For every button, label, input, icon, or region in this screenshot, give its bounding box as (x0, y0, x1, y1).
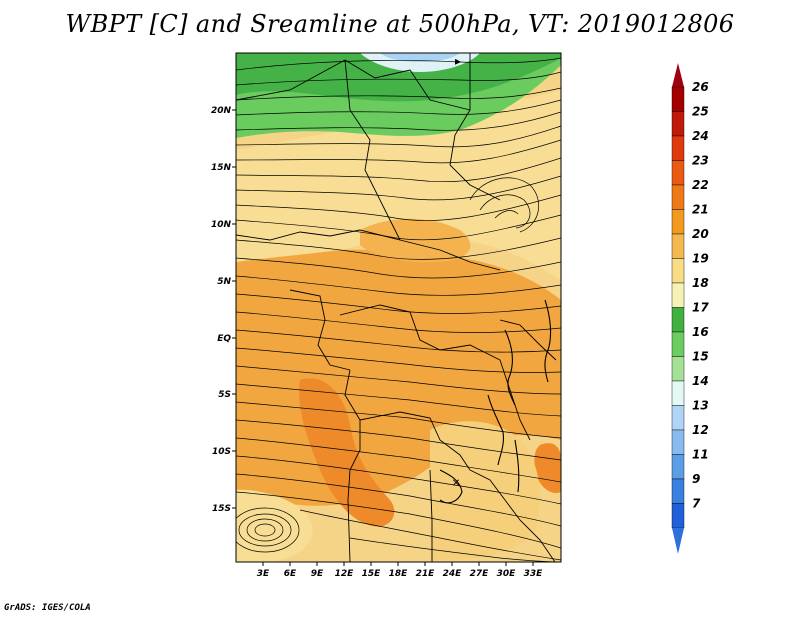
footer-credit: GrADS: IGES/COLA (4, 603, 91, 613)
colorbar-swatch (671, 184, 685, 210)
lat-tick-label: 20N (211, 106, 232, 116)
colorbar-swatch (671, 405, 685, 431)
vortex-marker: × (451, 476, 460, 489)
colorbar-label: 14 (692, 374, 709, 388)
lon-tick-label: 21E (416, 569, 436, 579)
lon-tick-label: 30E (497, 569, 517, 579)
colorbar-label: 19 (692, 252, 709, 266)
colorbar-swatch (671, 429, 685, 455)
lon-tick-label: 15E (362, 569, 382, 579)
map-plot-area: × (236, 53, 561, 562)
colorbar-label: 24 (692, 129, 709, 143)
colorbar-top-arrow (672, 63, 684, 87)
colorbar-label: 12 (692, 423, 709, 437)
colorbar-label: 9 (692, 472, 700, 486)
wbpt-fill-southeast-light (430, 421, 540, 561)
colorbar-label: 16 (692, 325, 709, 339)
southwest-vortex (236, 507, 300, 553)
colorbar-swatch (671, 380, 685, 406)
wbpt-fill-central-yellow (236, 90, 561, 280)
lon-tick-label: 27E (470, 569, 490, 579)
colorbar-swatch (671, 135, 685, 161)
colorbar-label: 26 (692, 80, 709, 94)
colorbar-label: 17 (692, 301, 709, 315)
colorbar-label: 25 (692, 105, 709, 119)
colorbar-label: 7 (692, 497, 701, 511)
wbpt-fill-north-cool-core (380, 53, 460, 62)
colorbar-swatch (671, 233, 685, 259)
colorbar-swatch (671, 160, 685, 186)
wbpt-fill-north-green-dark (236, 53, 561, 102)
colorbar-label: 23 (692, 154, 709, 168)
colorbar-label: 15 (692, 350, 709, 364)
lat-tick-label: EQ (217, 334, 231, 344)
lon-tick-label: 24E (443, 569, 463, 579)
lat-tick-label: 10N (211, 220, 232, 230)
wbpt-fill-south-hotspot (299, 378, 395, 527)
colorbar-swatch (671, 454, 685, 480)
colorbar-label: 22 (692, 178, 709, 192)
streamlines (236, 57, 561, 562)
colorbar: 26 25 24 23 22 21 20 19 18 17 16 15 14 13 12 11 9 7 (671, 63, 709, 554)
colorbar-swatch (671, 111, 685, 137)
colorbar-swatch (671, 503, 685, 529)
lon-tick-label: 12E (335, 569, 355, 579)
colorbar-label: 21 (692, 203, 709, 217)
lat-tick-label: 15S (212, 504, 231, 514)
lat-tick-label: 5N (217, 277, 231, 287)
lon-tick-label: 18E (389, 569, 409, 579)
lat-tick-label: 5S (218, 390, 231, 400)
country-borders (236, 53, 557, 562)
colorbar-swatch (671, 209, 685, 235)
map-title: WBPT [C] and Sreamline at 500hPa, VT: 20… (65, 10, 735, 38)
lat-tick-label: 10S (212, 447, 231, 457)
colorbar-swatch (671, 478, 685, 504)
wbpt-fill-southwest-vortex (236, 489, 313, 562)
lon-tick-label: 9E (311, 569, 324, 579)
lon-tick-label: 6E (284, 569, 297, 579)
colorbar-label: 20 (692, 227, 709, 241)
axis-ticks (232, 109, 534, 566)
lat-tick-label: 15N (211, 163, 232, 173)
colorbar-bottom-arrow (672, 528, 684, 554)
colorbar-swatch (671, 331, 685, 357)
colorbar-label: 11 (692, 448, 709, 462)
colorbar-swatch (671, 307, 685, 333)
colorbar-swatch (671, 356, 685, 382)
lon-axis: 3E 6E 9E 12E 15E 18E 21E 24E 27E 30E 33E (257, 569, 543, 579)
colorbar-label: 18 (692, 276, 709, 290)
lon-tick-label: 33E (524, 569, 544, 579)
lon-tick-label: 3E (257, 569, 270, 579)
colorbar-swatch (671, 282, 685, 308)
colorbar-swatch (671, 258, 685, 284)
colorbar-swatch (671, 86, 685, 112)
colorbar-label: 13 (692, 399, 709, 413)
lat-axis: 20N 15N 10N 5N EQ 5S 10S 15S (211, 106, 232, 514)
